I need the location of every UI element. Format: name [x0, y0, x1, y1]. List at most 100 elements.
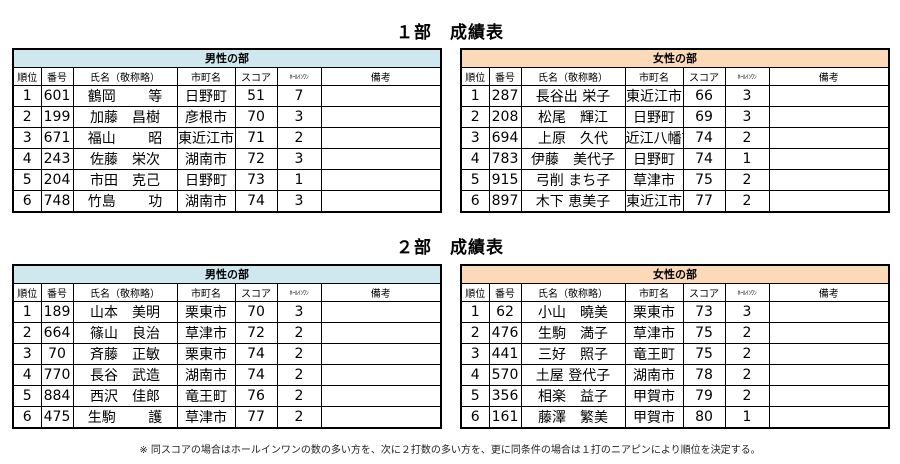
hole-in-one-cell: 2 [276, 342, 322, 365]
table-row: 1 62 小山 曉美 栗東市 73 3 [460, 300, 890, 323]
hole-in-one-cell: 2 [724, 168, 770, 191]
number-cell: 204 [40, 168, 74, 191]
town-cell: 湖南市 [176, 363, 236, 386]
number-cell: 189 [40, 300, 74, 323]
table-row: 6 161 藤澤 繁美 甲賀市 80 1 [460, 405, 890, 428]
town-cell: 湖南市 [176, 147, 236, 170]
town-cell: 近江八幡市 [624, 126, 684, 149]
score-cell: 74 [234, 363, 278, 386]
town-cell: 日野町 [176, 168, 236, 191]
table-row: 3 70 斉藤 正敏 栗東市 74 2 [12, 342, 442, 365]
town-cell: 東近江市 [624, 84, 684, 107]
table-row: 6 748 竹島 功湖南市 74 3 [12, 189, 442, 212]
rank-cell: 3 [12, 126, 42, 149]
rank-cell: 1 [12, 84, 42, 107]
name-cell: 長谷出 栄子 [520, 84, 626, 107]
remarks-cell [320, 147, 442, 170]
rank-cell: 2 [12, 321, 42, 344]
column-header-hole-in-one: ﾎｰﾙｲﾝﾜﾝ [724, 66, 770, 86]
remarks-cell [320, 189, 442, 212]
column-header-number: 番号 [488, 282, 522, 302]
table-row: 4 783 伊藤 美代子 日野町 74 1 [460, 147, 890, 170]
score-cell: 69 [682, 105, 726, 128]
rank-cell: 3 [12, 342, 42, 365]
table-row: 6 475 生駒 護草津市 77 2 [12, 405, 442, 428]
town-cell: 竜王町 [624, 342, 684, 365]
footnote: ※ 同スコアの場合はホールインワンの数の多い方を、次に２打数の多い方を、更に同条… [139, 445, 761, 456]
rank-cell: 4 [12, 147, 42, 170]
column-header-hole-in-one: ﾎｰﾙｲﾝﾜﾝ [276, 282, 322, 302]
name-cell: 上原 久代 [520, 126, 626, 149]
rank-cell: 2 [12, 105, 42, 128]
score-cell: 76 [234, 384, 278, 407]
number-cell: 476 [488, 321, 522, 344]
hole-in-one-cell: 2 [276, 126, 322, 149]
remarks-cell [768, 189, 890, 212]
hole-in-one-cell: 3 [724, 84, 770, 107]
hole-in-one-cell: 3 [276, 147, 322, 170]
table-row: 5 356 相楽 益子 甲賀市 79 2 [460, 384, 890, 407]
name-cell: 斉藤 正敏 [72, 342, 178, 365]
score-cell: 70 [234, 105, 278, 128]
column-header-score: スコア [234, 66, 278, 86]
town-cell: 彦根市 [176, 105, 236, 128]
number-cell: 671 [40, 126, 74, 149]
category-banner-row: 男性の部 [12, 48, 442, 68]
column-header-number: 番号 [40, 66, 74, 86]
score-cell: 74 [682, 126, 726, 149]
category-label: 女性の部 [460, 264, 890, 284]
rank-cell: 6 [460, 189, 490, 212]
remarks-cell [768, 342, 890, 365]
section-2-male-results-table: 男性の部 順位 番号 氏名（敬称略） 市町名 スコア ﾎｰﾙｲﾝﾜﾝ 備考 1 189 山本 美明栗… [12, 264, 443, 429]
number-cell: 287 [488, 84, 522, 107]
hole-in-one-cell: 3 [276, 189, 322, 212]
rank-cell: 4 [460, 363, 490, 386]
remarks-cell [320, 300, 442, 323]
score-cell: 71 [234, 126, 278, 149]
name-cell: 弓削 まち子 [520, 168, 626, 191]
score-cell: 72 [234, 321, 278, 344]
table-row: 5 884 西沢 佳郎 竜王町 76 2 [12, 384, 442, 407]
name-cell: 伊藤 美代子 [520, 147, 626, 170]
rank-cell: 1 [12, 300, 42, 323]
rank-cell: 6 [460, 405, 490, 428]
hole-in-one-cell: 2 [276, 363, 322, 386]
remarks-cell [768, 147, 890, 170]
remarks-cell [768, 300, 890, 323]
column-header-score: スコア [682, 66, 726, 86]
hole-in-one-cell: 2 [724, 126, 770, 149]
rank-cell: 6 [12, 189, 42, 212]
category-label: 男性の部 [12, 264, 442, 284]
rank-cell: 5 [12, 168, 42, 191]
rank-cell: 5 [460, 384, 490, 407]
category-banner-row: 男性の部 [12, 264, 442, 284]
column-header-number: 番号 [40, 282, 74, 302]
column-header-row: 順位 番号 氏名（敬称略） 市町名 スコア ﾎｰﾙｲﾝﾜﾝ 備考 [460, 282, 890, 302]
remarks-cell [320, 84, 442, 107]
rank-cell: 5 [460, 168, 490, 191]
category-banner-row: 女性の部 [460, 48, 890, 68]
remarks-cell [320, 384, 442, 407]
town-cell: 草津市 [624, 168, 684, 191]
remarks-cell [768, 405, 890, 428]
table-row: 3 671 福山 昭東近江市 71 2 [12, 126, 442, 149]
remarks-cell [320, 168, 442, 191]
hole-in-one-cell: 2 [724, 189, 770, 212]
column-header-name: 氏名（敬称略） [520, 282, 626, 302]
score-cell: 74 [234, 189, 278, 212]
name-cell: 篠山 良治 [72, 321, 178, 344]
remarks-cell [320, 342, 442, 365]
hole-in-one-cell: 1 [724, 405, 770, 428]
name-cell: 土屋 登代子 [520, 363, 626, 386]
column-header-number: 番号 [488, 66, 522, 86]
score-cell: 66 [682, 84, 726, 107]
name-cell: 相楽 益子 [520, 384, 626, 407]
table-row: 2 199 加藤 昌樹 彦根市 70 3 [12, 105, 442, 128]
remarks-cell [768, 126, 890, 149]
category-label: 女性の部 [460, 48, 890, 68]
hole-in-one-cell: 1 [276, 168, 322, 191]
score-cell: 79 [682, 384, 726, 407]
name-cell: 鶴岡 等 [72, 84, 178, 107]
number-cell: 441 [488, 342, 522, 365]
